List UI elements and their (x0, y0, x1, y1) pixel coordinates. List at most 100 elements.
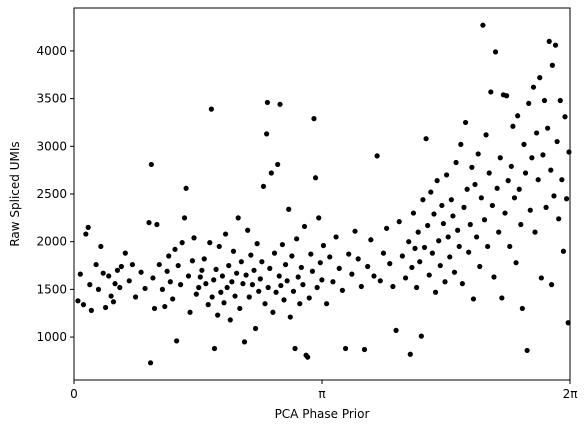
data-point (365, 263, 371, 270)
data-point (183, 185, 189, 191)
data-point (191, 235, 197, 241)
data-point (510, 123, 516, 129)
data-point (112, 281, 118, 287)
data-point (540, 152, 546, 158)
data-point (478, 195, 484, 201)
data-point (218, 289, 224, 295)
data-point (248, 252, 254, 258)
data-point (259, 259, 265, 265)
y-axis: 1000 1500 2000 2500 3000 3500 4000 (36, 44, 74, 344)
data-point (455, 227, 461, 233)
data-point (421, 244, 428, 251)
data-point (429, 250, 435, 256)
data-point (189, 258, 196, 264)
data-point (289, 253, 295, 259)
data-point (118, 263, 124, 270)
data-point (193, 291, 199, 297)
data-point (469, 164, 475, 170)
data-point (437, 262, 443, 269)
data-point (196, 284, 202, 291)
y-tick-label: 3000 (36, 139, 67, 153)
data-point (491, 274, 497, 280)
data-point (414, 284, 420, 291)
data-point (483, 132, 489, 138)
data-point (507, 243, 513, 250)
data-point (440, 220, 447, 227)
data-point (563, 196, 570, 202)
data-point (197, 274, 203, 280)
data-point (246, 294, 252, 300)
data-point (170, 296, 176, 302)
data-point (425, 222, 431, 229)
data-point (488, 89, 494, 95)
data-point (260, 183, 267, 189)
data-point (126, 278, 132, 284)
data-point (537, 75, 543, 81)
data-point (390, 283, 396, 290)
data-point (355, 256, 361, 262)
data-point (415, 229, 421, 235)
data-point (276, 273, 282, 279)
x-axis-label: PCA Phase Prior (275, 407, 370, 421)
data-point (208, 106, 214, 112)
data-point (83, 231, 89, 237)
data-point (557, 97, 563, 104)
data-point (461, 204, 467, 210)
data-point (309, 268, 315, 274)
data-point (226, 262, 232, 269)
data-point (297, 301, 303, 307)
data-point (519, 305, 525, 312)
data-point (562, 114, 568, 120)
data-point (565, 320, 571, 326)
data-point (333, 234, 339, 240)
data-point (132, 294, 139, 300)
data-point (409, 264, 415, 271)
data-point (106, 273, 112, 279)
data-point (412, 245, 418, 251)
y-tick-label: 2000 (36, 235, 67, 249)
data-point (172, 246, 178, 252)
data-point (393, 327, 399, 333)
data-point (472, 181, 478, 188)
data-point (317, 260, 323, 266)
data-point (75, 298, 81, 304)
data-point (185, 273, 192, 279)
data-point (486, 170, 492, 176)
data-point (267, 265, 273, 271)
data-point (166, 253, 172, 259)
data-point (466, 249, 472, 255)
y-tick-label: 4000 (36, 44, 67, 58)
data-point (277, 101, 283, 107)
data-point (543, 204, 549, 210)
data-point (445, 234, 451, 240)
plot-frame (73, 7, 571, 381)
data-point (252, 325, 259, 332)
data-point (100, 270, 106, 276)
data-point (439, 202, 445, 209)
data-point (88, 307, 94, 313)
data-point (294, 236, 300, 242)
data-point (481, 217, 488, 223)
data-point (380, 250, 387, 256)
data-point (494, 185, 500, 191)
data-point (142, 285, 148, 292)
data-point (224, 284, 230, 291)
data-point (275, 161, 281, 168)
data-point (552, 42, 559, 48)
data-point (215, 312, 221, 318)
data-point (305, 354, 311, 360)
data-point (138, 269, 144, 275)
data-points (75, 22, 572, 366)
x-axis: 0 π 2π (70, 380, 577, 401)
data-point (516, 186, 522, 192)
data-point (546, 38, 552, 44)
data-point (273, 289, 279, 295)
data-point (541, 97, 548, 104)
data-point (80, 302, 87, 308)
data-point (511, 195, 518, 201)
data-point (436, 238, 442, 244)
data-point (524, 347, 530, 354)
data-point (254, 241, 260, 247)
data-point (502, 210, 508, 216)
